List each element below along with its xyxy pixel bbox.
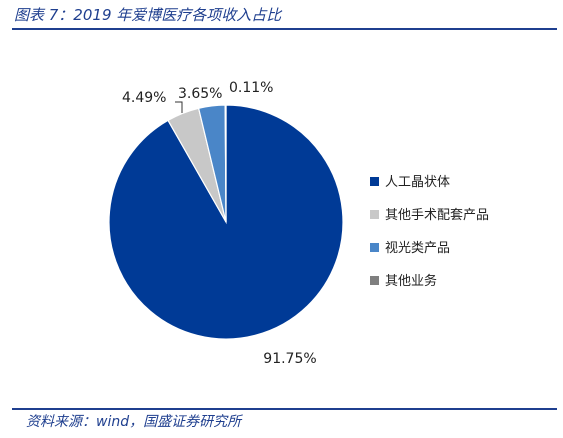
data-label-3: 3.65% xyxy=(178,86,222,102)
chart-title: 图表 7：2019 年爱博医疗各项收入占比 xyxy=(14,6,282,24)
data-label-2: 4.49% xyxy=(122,90,166,106)
title-rule xyxy=(12,28,557,30)
legend-label-2: 其他手术配套产品 xyxy=(385,207,489,223)
data-label-4: 0.11% xyxy=(229,80,273,96)
legend-swatch-3 xyxy=(370,243,379,252)
pie-slice-4 xyxy=(224,104,227,223)
leader-line xyxy=(175,101,183,113)
source-rule xyxy=(12,408,557,410)
legend-swatch-1 xyxy=(370,177,379,186)
legend-label-1: 人工晶状体 xyxy=(385,175,450,190)
legend-label-4: 其他业务 xyxy=(385,273,437,289)
data-label-1: 91.75% xyxy=(263,351,316,367)
legend-swatch-4 xyxy=(370,276,379,285)
source-note: 资料来源：wind，国盛证券研究所 xyxy=(26,414,242,430)
legend-label-3: 视光类产品 xyxy=(385,241,450,256)
legend-swatch-2 xyxy=(370,210,379,219)
